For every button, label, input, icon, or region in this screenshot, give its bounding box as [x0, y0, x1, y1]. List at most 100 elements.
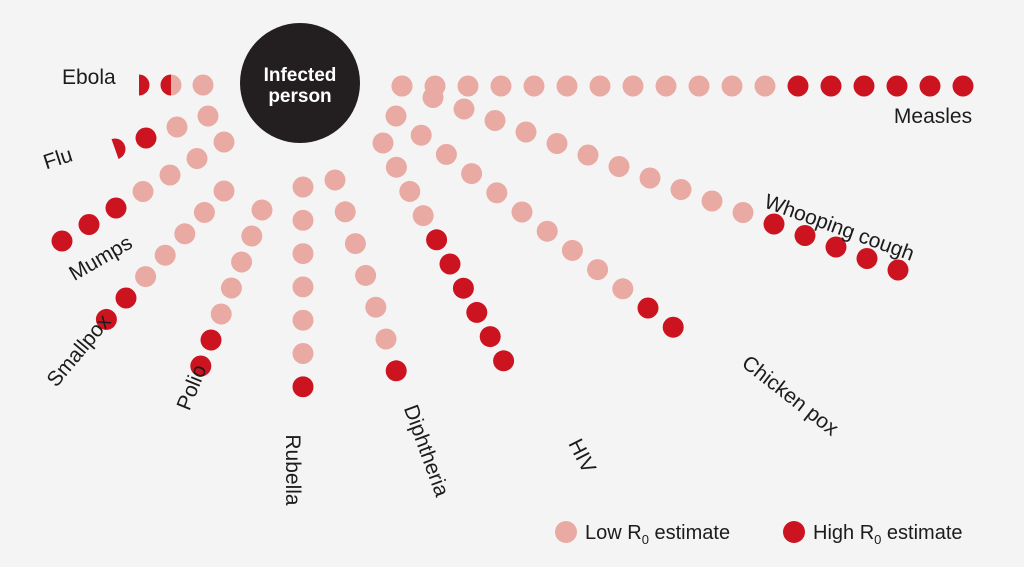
diphtheria-dot: [385, 360, 407, 382]
hiv-dot: [372, 132, 394, 154]
smallpox-dot: [193, 201, 215, 223]
label-hiv: HIV: [564, 435, 600, 477]
smallpox-dot: [174, 223, 196, 245]
polio-dot: [251, 199, 273, 221]
whooping-cough-dot: [887, 259, 909, 281]
chicken-pox-dot: [410, 124, 432, 146]
rubella-dot: [292, 309, 314, 331]
chicken-pox-dot: [385, 105, 407, 127]
whooping-cough-dot: [422, 87, 444, 108]
hiv-dot: [399, 180, 421, 202]
measles-dot: [787, 75, 809, 97]
measles-dot: [391, 75, 413, 97]
flu-dot: [135, 127, 157, 149]
whooping-cough-dot: [608, 156, 630, 177]
whooping-cough-dot: [701, 190, 723, 212]
smallpox-dot: [213, 180, 235, 202]
hiv-dot: [479, 326, 501, 348]
flu-dot: [108, 138, 126, 160]
center-label-line-2: person: [268, 86, 331, 107]
label-smallpox: Smallpox: [42, 310, 115, 391]
measles-dot: [556, 75, 578, 97]
whooping-cough-dot: [794, 225, 816, 246]
ray-hiv: HIV: [372, 132, 600, 477]
mumps-dot: [159, 164, 181, 186]
legend-high-dot: [783, 521, 805, 543]
hiv-dot: [385, 156, 407, 178]
diphtheria-dot: [375, 328, 397, 350]
polio-dot: [231, 251, 253, 273]
legend-low-dot: [555, 521, 577, 543]
hiv-dot: [466, 301, 488, 323]
mumps-dot: [186, 148, 208, 169]
label-ebola: Ebola: [62, 66, 116, 89]
whooping-cough-dot: [825, 236, 847, 258]
measles-dot: [886, 75, 908, 97]
measles-dot: [523, 75, 545, 97]
rubella-dot: [292, 176, 314, 198]
rubella-dot: [292, 376, 314, 398]
diphtheria-dot: [355, 264, 377, 286]
measles-dot: [688, 75, 710, 97]
mumps-dot: [78, 214, 100, 235]
label-chicken-pox: Chicken pox: [737, 351, 843, 441]
measles-dot: [853, 75, 875, 97]
whooping-cough-dot: [732, 202, 754, 223]
legend-high-label: High R0 estimate: [813, 522, 963, 547]
measles-dot: [820, 75, 842, 97]
chicken-pox-dot: [536, 220, 558, 242]
smallpox-dot: [95, 308, 117, 330]
whooping-cough-dot: [763, 213, 785, 235]
measles-dot: [589, 75, 611, 97]
smallpox-dot: [135, 266, 157, 288]
whooping-cough-dot: [639, 167, 661, 189]
diphtheria-dot: [324, 169, 346, 191]
whooping-cough-dot: [546, 133, 568, 154]
legend: Low R0 estimate High R0 estimate: [555, 521, 963, 547]
whooping-cough-dot: [515, 121, 537, 143]
diphtheria-dot: [344, 233, 366, 255]
hiv-dot: [439, 253, 461, 275]
label-flu: Flu: [41, 143, 76, 174]
chicken-pox-dot: [612, 278, 634, 300]
ebola-dot: [192, 74, 214, 96]
polio-dot: [200, 329, 222, 351]
whooping-cough-dot: [577, 144, 599, 166]
hiv-dot: [452, 277, 474, 299]
infected-person-node: Infected person: [240, 23, 360, 143]
whooping-cough-dot: [484, 110, 506, 131]
infected-person-circle: [240, 23, 360, 143]
measles-dot: [490, 75, 512, 97]
measles-dot: [721, 75, 743, 97]
flu-dot: [166, 116, 188, 138]
chicken-pox-dot: [587, 259, 609, 281]
polio-dot: [220, 277, 242, 299]
measles-dot: [754, 75, 776, 97]
hiv-dot: [426, 229, 448, 251]
measles-dot: [919, 75, 941, 97]
chicken-pox-dot: [486, 182, 508, 204]
chicken-pox-dot: [435, 143, 457, 165]
diphtheria-dot: [334, 201, 356, 223]
mumps-dot: [213, 131, 235, 153]
chicken-pox-dot: [561, 239, 583, 261]
polio-dot: [210, 303, 232, 325]
center-label-line-1: Infected: [264, 65, 337, 86]
rubella-dot: [292, 243, 314, 265]
disease-rays: Ebola Flu Mumps Smallpox Polio Rubella Diphthe…: [41, 66, 974, 506]
hiv-dot: [493, 350, 515, 372]
mumps-dot: [51, 230, 73, 252]
flu-dot: [197, 105, 219, 127]
label-mumps: Mumps: [65, 231, 136, 285]
diphtheria-dot: [365, 296, 387, 318]
label-diphtheria: Diphtheria: [399, 402, 453, 500]
ray-ebola: Ebola: [62, 66, 214, 96]
chicken-pox-dot: [461, 163, 483, 185]
ray-rubella: Rubella: [281, 176, 314, 506]
label-measles: Measles: [894, 105, 972, 128]
ebola-dot: [160, 74, 182, 96]
measles-dot: [622, 75, 644, 97]
mumps-dot: [105, 197, 127, 219]
smallpox-dot: [154, 244, 176, 266]
